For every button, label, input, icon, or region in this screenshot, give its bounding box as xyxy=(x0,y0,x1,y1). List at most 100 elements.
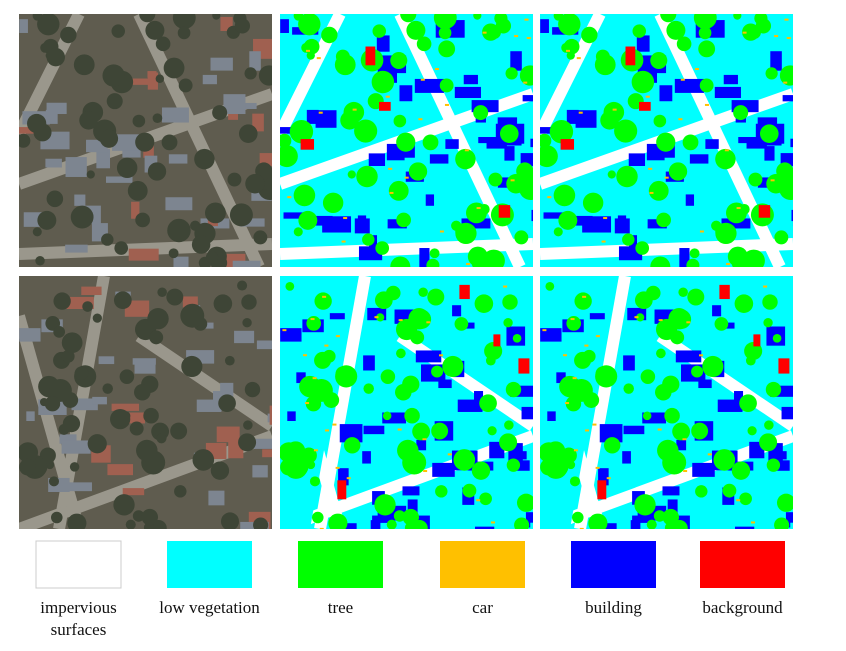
building xyxy=(454,86,481,99)
tree xyxy=(426,258,440,267)
road xyxy=(540,238,793,260)
building xyxy=(547,411,556,422)
tree xyxy=(433,14,457,30)
tree xyxy=(765,67,778,80)
building xyxy=(416,439,427,451)
building xyxy=(46,102,67,115)
tree xyxy=(505,381,522,398)
car xyxy=(724,149,729,152)
building xyxy=(604,523,617,529)
building xyxy=(598,468,609,486)
tree xyxy=(774,230,789,245)
building xyxy=(81,286,102,296)
car xyxy=(742,31,747,34)
tree xyxy=(119,369,135,384)
building xyxy=(474,526,495,529)
tree xyxy=(397,439,419,462)
building xyxy=(370,520,381,529)
building xyxy=(685,194,695,206)
building xyxy=(659,85,673,102)
tree xyxy=(600,111,619,130)
tree xyxy=(607,170,616,179)
building xyxy=(414,78,444,93)
tree xyxy=(125,519,136,529)
tree xyxy=(46,190,64,208)
car xyxy=(648,167,653,170)
legend-label: building xyxy=(585,598,642,617)
tree xyxy=(243,420,253,430)
building xyxy=(774,460,790,471)
car xyxy=(524,18,529,21)
building xyxy=(213,391,223,411)
car xyxy=(305,402,310,405)
car xyxy=(303,354,308,357)
building xyxy=(306,109,319,124)
tree xyxy=(442,355,464,378)
tree xyxy=(646,519,657,529)
car xyxy=(312,377,317,380)
car xyxy=(435,68,440,71)
building xyxy=(674,78,704,93)
building xyxy=(734,391,744,411)
tree xyxy=(180,303,205,328)
segmentation-map xyxy=(280,14,533,267)
building xyxy=(71,398,98,411)
tree xyxy=(356,165,378,188)
building xyxy=(23,212,43,227)
building xyxy=(785,512,793,523)
building xyxy=(721,218,751,229)
building xyxy=(791,209,793,222)
tree xyxy=(376,313,385,322)
tree xyxy=(111,24,125,38)
tree xyxy=(650,256,671,267)
tree xyxy=(143,407,159,424)
building xyxy=(204,322,214,329)
car xyxy=(324,344,329,347)
car xyxy=(736,207,741,210)
tree xyxy=(764,420,774,430)
tree xyxy=(772,333,782,343)
tree xyxy=(306,316,322,331)
tree xyxy=(672,422,691,441)
building xyxy=(344,523,357,529)
tree xyxy=(74,366,89,381)
building xyxy=(338,468,349,486)
car xyxy=(601,240,606,243)
tree xyxy=(237,280,248,291)
tree xyxy=(715,148,736,170)
building xyxy=(376,35,390,52)
building xyxy=(315,110,337,128)
tree xyxy=(702,355,724,378)
tree xyxy=(553,14,564,21)
tree xyxy=(280,458,297,476)
building xyxy=(387,219,407,229)
tree xyxy=(110,409,131,430)
tree xyxy=(170,422,188,440)
building xyxy=(128,78,150,85)
tree xyxy=(634,291,653,310)
car xyxy=(680,78,685,81)
car xyxy=(699,354,704,357)
tree xyxy=(172,14,196,30)
car xyxy=(341,240,346,243)
tree xyxy=(395,383,412,401)
tree xyxy=(691,365,704,378)
car xyxy=(595,466,600,469)
tree xyxy=(293,14,304,21)
car xyxy=(542,329,547,332)
car xyxy=(310,318,315,321)
tree xyxy=(484,342,503,361)
tree xyxy=(194,148,215,170)
tree xyxy=(429,248,440,259)
building xyxy=(465,322,475,329)
tree xyxy=(135,132,155,152)
legend-swatch xyxy=(298,541,383,588)
tree xyxy=(439,78,454,93)
tree xyxy=(354,119,378,143)
tree xyxy=(455,148,476,170)
tree xyxy=(141,508,159,526)
car xyxy=(683,470,688,473)
tree xyxy=(242,318,252,328)
car xyxy=(784,18,789,21)
